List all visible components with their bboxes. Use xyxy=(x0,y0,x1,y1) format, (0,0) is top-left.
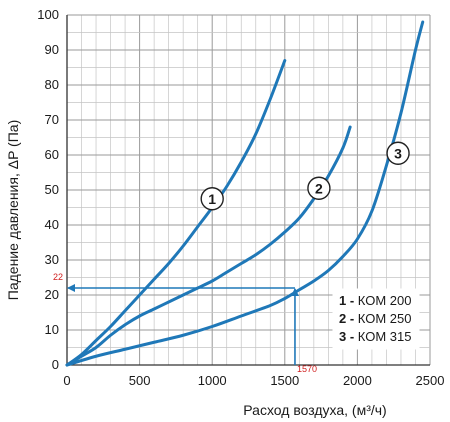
y-tick-label: 20 xyxy=(45,287,59,302)
y-tick-label: 80 xyxy=(45,77,59,92)
y-tick-label: 70 xyxy=(45,112,59,127)
series-line-3 xyxy=(65,20,425,367)
y-tick-label: 30 xyxy=(45,252,59,267)
legend-item-text: КОМ 315 xyxy=(358,329,412,344)
y-axis-label: Падение давления, ΔP (Па) xyxy=(5,120,21,300)
x-tick-label: 1500 xyxy=(270,373,299,388)
curve-label-1: 1 xyxy=(208,191,216,207)
x-tick-label: 0 xyxy=(63,373,70,388)
curve-label-2: 2 xyxy=(315,180,323,196)
curve-label-circle-2 xyxy=(307,176,331,200)
y-tick-label: 100 xyxy=(37,7,59,22)
curve-label-circle-3 xyxy=(386,141,410,165)
y-tick-label: 40 xyxy=(45,217,59,232)
y-tick-label: 90 xyxy=(45,42,59,57)
chart-axes xyxy=(66,15,430,366)
legend-item-text: КОМ 200 xyxy=(358,293,412,308)
x-tick-label: 2000 xyxy=(343,373,372,388)
x-tick-label: 2500 xyxy=(416,373,445,388)
chart-ticks: 0 500 1000 1500 2000 2500 0 10 20 30 40 50 60 70 80 90 1… xyxy=(37,7,444,388)
annotation-y-value: 22 xyxy=(53,272,63,282)
y-tick-label: 50 xyxy=(45,182,59,197)
legend-item-2: 2 - КОМ 250 xyxy=(339,311,411,326)
legend-item-number: 1 - xyxy=(339,293,358,308)
legend-item-1: 1 - КОМ 200 xyxy=(339,293,411,308)
curve-label-circle-1 xyxy=(200,187,224,211)
series-line-1 xyxy=(65,59,287,367)
annotation-x-value: 1570 xyxy=(297,364,317,374)
legend-item-number: 2 - xyxy=(339,311,358,326)
y-tick-label: 0 xyxy=(52,357,59,372)
y-tick-label: 10 xyxy=(45,322,59,337)
chart-curve-labels: 1 2 3 xyxy=(200,141,410,211)
legend-item-number: 3 - xyxy=(339,329,358,344)
legend-item-3: 3 - КОМ 315 xyxy=(339,329,411,344)
legend-box xyxy=(332,288,420,350)
x-tick-label: 500 xyxy=(129,373,151,388)
chart-curves xyxy=(65,20,425,367)
legend-item-text: КОМ 250 xyxy=(358,311,412,326)
x-tick-label: 1000 xyxy=(198,373,227,388)
x-axis-label: Расход воздуха, (м³/ч) xyxy=(243,402,386,418)
curve-label-3: 3 xyxy=(394,145,402,161)
y-tick-label: 60 xyxy=(45,147,59,162)
series-line-2 xyxy=(65,125,352,367)
chart-annotation: 1570 22 xyxy=(53,272,317,374)
